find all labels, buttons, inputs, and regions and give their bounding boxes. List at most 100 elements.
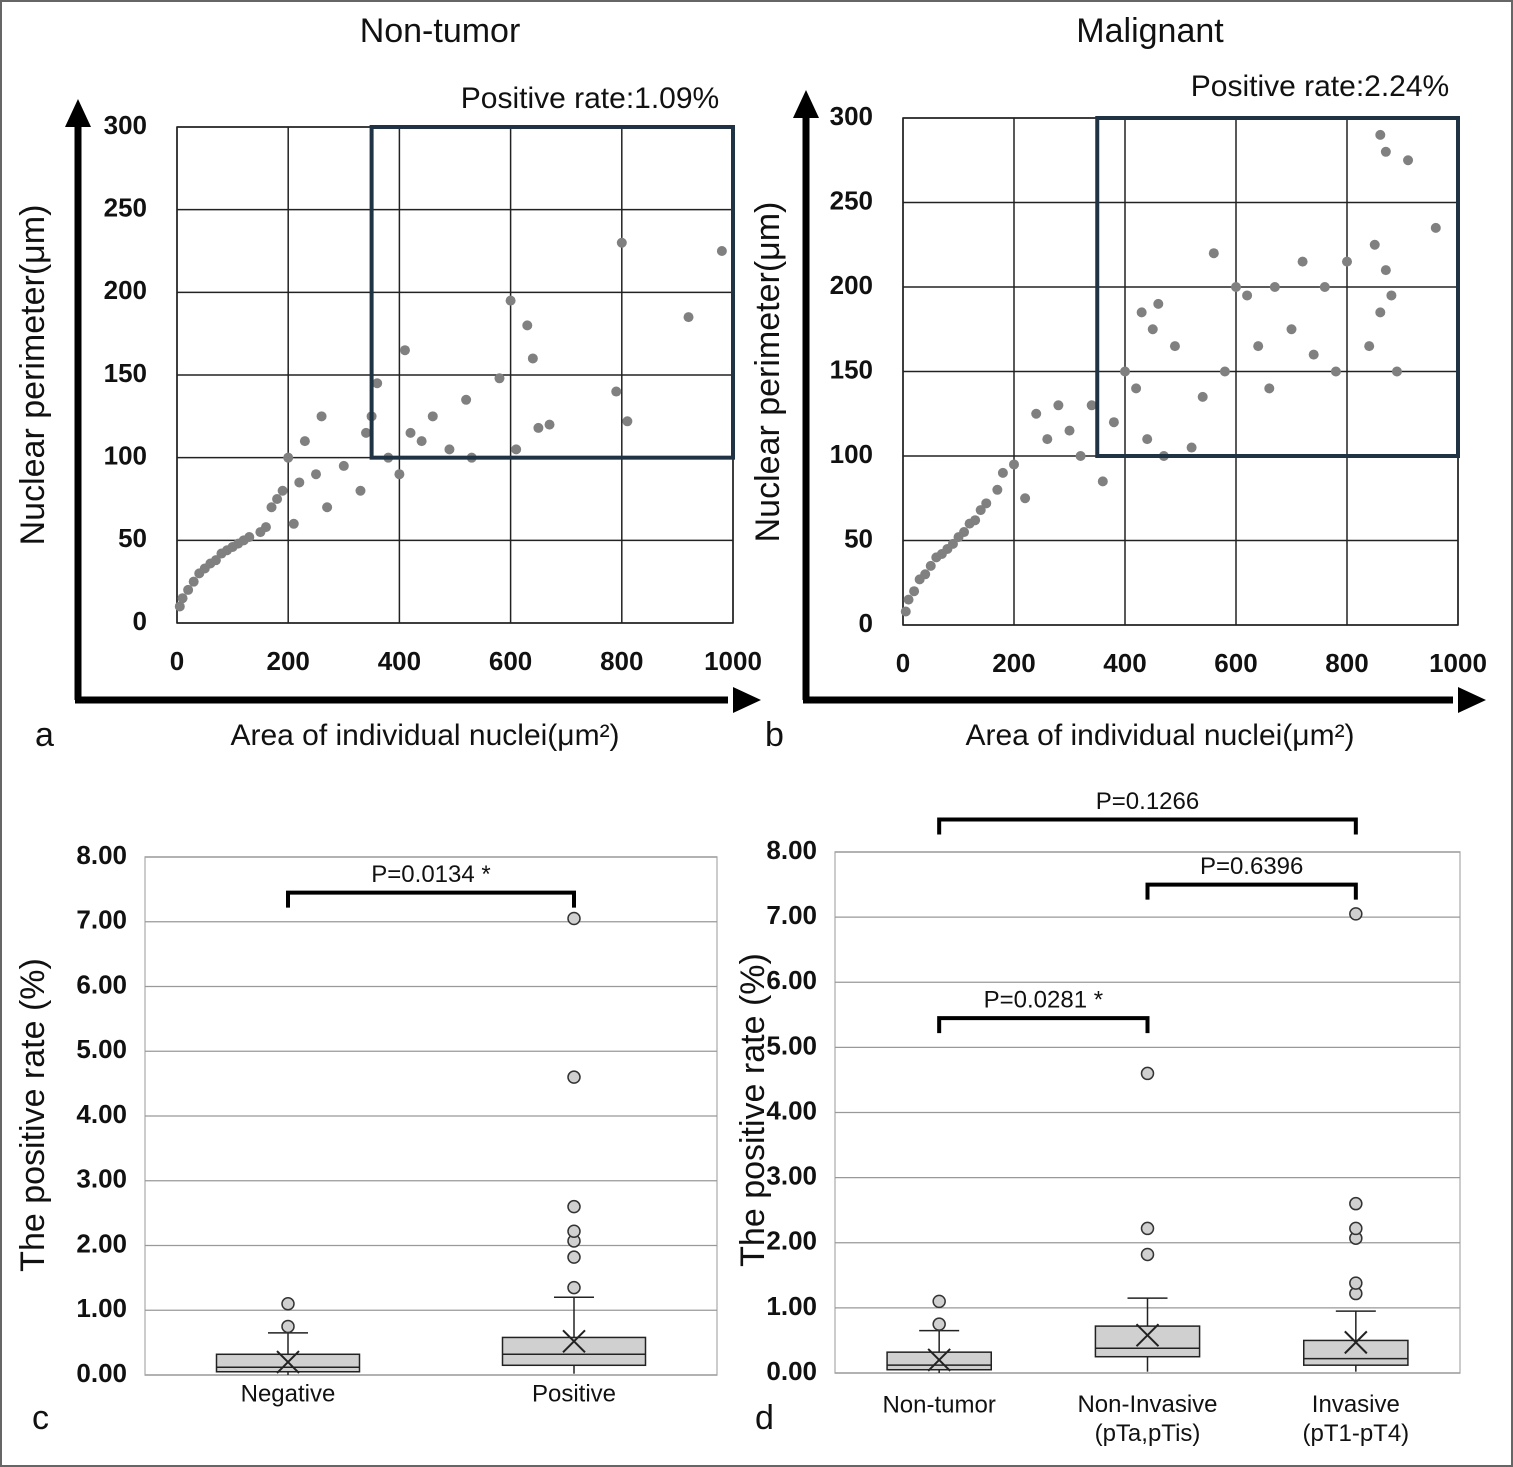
point [355,485,366,496]
point [394,469,405,480]
point [622,416,633,427]
outlier [567,1199,581,1214]
y-tick-label: 300 [104,110,147,140]
panel-letter: a [35,716,54,754]
point [1053,400,1064,411]
y-tick-label: 6.00 [766,965,817,995]
y-tick-label: 300 [830,101,873,131]
highlight-region [1095,116,1460,458]
mean-marker [562,1329,586,1354]
y-tick-label: 3.00 [76,1164,127,1194]
x-arrowhead [1458,687,1486,713]
y-tick-label: 50 [118,523,147,553]
mean-marker [1344,1330,1368,1355]
x-tick-label: 200 [267,646,310,676]
y-tick-label: 2.00 [76,1228,127,1258]
x-axis-label: Area of individual nuclei(μm²) [230,719,619,752]
y-arrowhead [793,90,819,118]
y-tick-label: 3.00 [766,1161,817,1191]
point [1330,366,1341,377]
point [522,320,533,331]
x-tick-label: 0 [170,646,184,676]
outlier [932,1317,946,1331]
point [494,373,505,384]
y-tick-label: 4.00 [76,1099,127,1129]
point [1064,425,1075,436]
x-tick-label: Non-tumor [882,1391,995,1418]
point [975,505,986,516]
y-tick-label: 4.00 [766,1095,817,1125]
x-tick-label: 200 [992,648,1035,678]
point [981,498,992,509]
point [959,527,970,538]
y-tick-label: 0 [859,608,873,638]
x-tick-label: Positive [532,1380,616,1407]
point [1197,391,1208,402]
x-tick-label: 0 [896,648,910,678]
annotation: Positive rate:1.09% [461,82,719,115]
p-value: P=0.0134 * [371,861,490,888]
x-tick-label: 1000 [1429,648,1487,678]
y-tick-label: 100 [104,441,147,471]
p-value: P=0.1266 [1096,788,1199,815]
point [920,569,931,580]
x-tick-label: Negative [241,1380,336,1407]
point [444,444,455,455]
panel-letter: b [765,716,784,754]
outlier [1140,1247,1155,1262]
mean-marker [1135,1323,1160,1347]
chart-title: Non-tumor [360,12,521,50]
y-tick-label: 250 [104,193,147,223]
point [903,594,914,605]
point [1136,307,1147,318]
annotation: Positive rate:2.24% [1191,70,1449,103]
point [294,477,305,488]
outlier [281,1319,295,1334]
point [1086,400,1097,411]
y-tick-label: 6.00 [76,969,127,999]
x-tick-label: 400 [1103,648,1146,678]
point [288,518,299,529]
outlier [567,1250,581,1264]
p-value: P=0.6396 [1200,853,1303,880]
point [544,419,555,430]
outlier [567,911,581,926]
point [283,452,294,463]
panel-letter: d [755,1399,774,1437]
point [427,411,438,422]
x-tick-label: 800 [600,646,643,676]
point [925,560,936,571]
highlight-region [369,125,735,460]
outlier [932,1294,946,1309]
point [1364,341,1375,352]
point [1031,408,1042,419]
outlier [1140,1066,1155,1081]
point [316,411,327,422]
y-tick-label: 200 [104,275,147,305]
point [1108,417,1119,428]
point [1009,459,1019,470]
point [210,555,221,566]
y-tick-label: 8.00 [76,840,127,870]
point [611,386,622,397]
point [1169,341,1180,352]
x-tick-label: 1000 [704,646,762,676]
point [416,436,427,447]
y-tick-label: 150 [104,358,147,388]
point [1286,324,1297,335]
point [399,345,410,356]
x-axis-label: Area of individual nuclei(μm²) [965,719,1354,752]
y-arrowhead [65,99,91,127]
point [177,593,188,604]
point [1231,282,1241,292]
point [1319,282,1330,292]
point [405,427,416,438]
outlier [281,1297,295,1311]
point [260,522,271,533]
y-tick-label: 100 [830,439,873,469]
outlier [1349,1276,1363,1290]
point [616,237,627,248]
mean-marker [927,1348,951,1372]
point [1269,282,1280,292]
